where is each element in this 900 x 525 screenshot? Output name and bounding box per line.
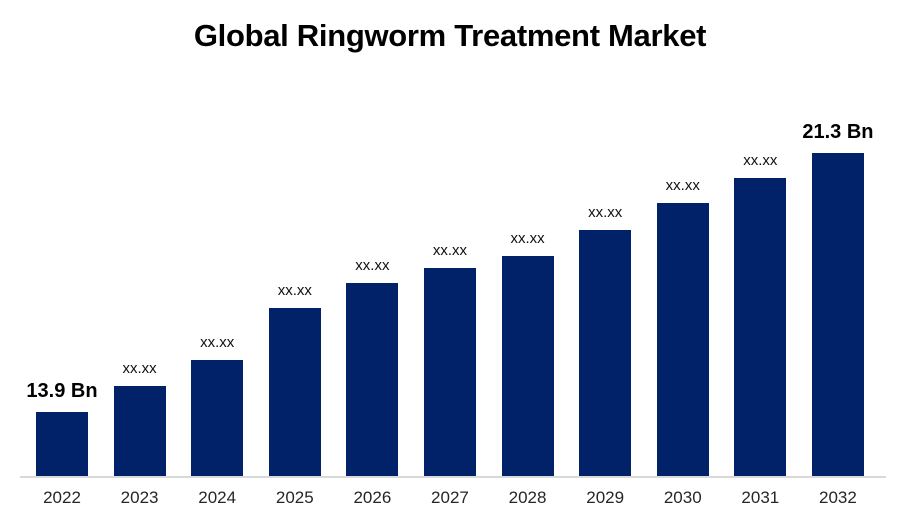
bar-2026: xx.xx (346, 257, 399, 477)
x-tick-2032: 2032 (819, 488, 857, 507)
bar-value-label-2028: xx.xx (510, 230, 545, 247)
bar-2022: 13.9 Bn (26, 380, 98, 477)
bar-value-label-2031: xx.xx (743, 152, 778, 169)
bar-2024: xx.xx (191, 334, 244, 477)
bar-2027: xx.xx (423, 242, 476, 477)
x-tick-2025: 2025 (275, 488, 314, 507)
x-tick-2023: 2023 (120, 488, 159, 507)
x-tick-2022: 2022 (43, 488, 81, 507)
bar-value-label-2027: xx.xx (432, 242, 468, 259)
bar-value-label-2023: xx.xx (122, 360, 157, 377)
x-tick-2026: 2026 (353, 488, 392, 507)
bar-2028: xx.xx (501, 230, 554, 477)
bars-row: 13.9 Bn xx.xx xx.xx xx.xx xx.xx xx.xx xx.xx xx.… (26, 121, 874, 477)
bar-2029: xx.xx (579, 204, 632, 477)
x-tick-2029: 2029 (586, 488, 625, 507)
bar-value-label-2032: 21.3 Bn (802, 121, 874, 143)
x-axis-line (20, 476, 886, 478)
bar-2025: xx.xx (268, 282, 321, 477)
bar-value-label-2029: xx.xx (588, 204, 623, 221)
x-tick-2028: 2028 (508, 488, 547, 507)
bar-2032: 21.3 Bn (802, 121, 874, 477)
bar-2030: xx.xx (656, 177, 709, 477)
bar-value-label-2024: xx.xx (200, 334, 235, 351)
x-tick-2027: 2027 (431, 488, 469, 507)
x-tick-2024: 2024 (198, 488, 237, 507)
chart-title: Global Ringworm Treatment Market (193, 18, 707, 53)
bar-value-label-2026: xx.xx (355, 257, 390, 274)
bar-value-label-2025: xx.xx (277, 282, 312, 299)
x-axis-ticks: 2022 2023 2024 2025 2026 2027 2028 2029 2030 2031… (36, 488, 864, 508)
x-tick-2030: 2030 (663, 488, 702, 507)
bar-value-label-2030: xx.xx (665, 177, 700, 194)
bar-2023: xx.xx (113, 360, 166, 477)
bar-2031: xx.xx (734, 152, 787, 477)
x-tick-2031: 2031 (741, 488, 780, 507)
bar-value-label-2022: 13.9 Bn (26, 380, 98, 402)
